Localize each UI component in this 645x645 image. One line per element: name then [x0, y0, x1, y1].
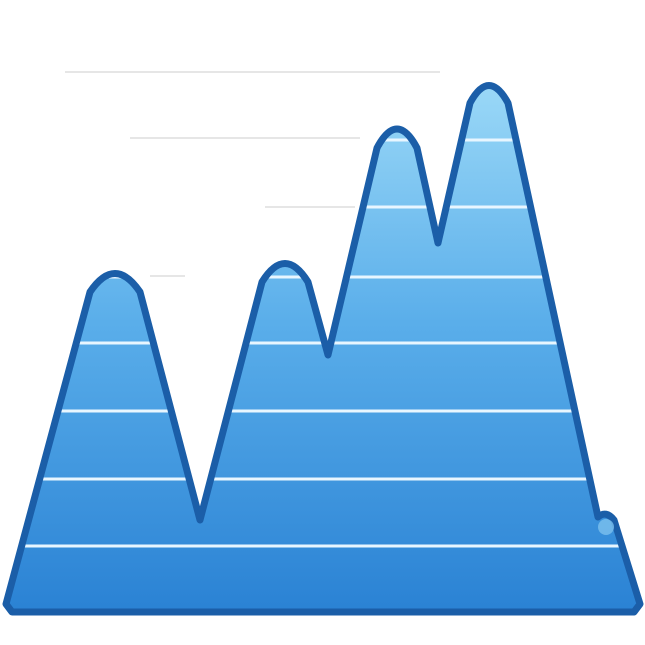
end-bump-highlight	[598, 519, 614, 535]
background-guide-lines	[65, 71, 440, 277]
area-outline	[2, 82, 644, 616]
